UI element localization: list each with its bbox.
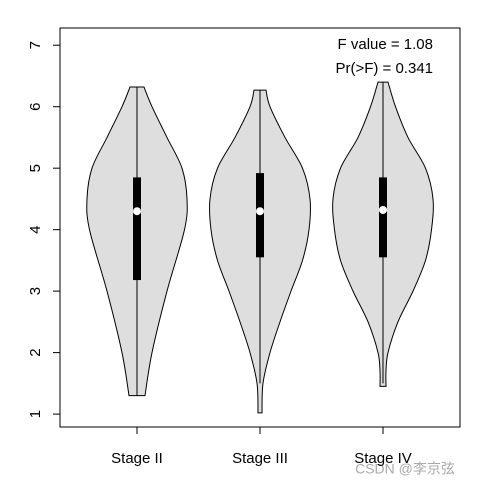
box [133, 177, 141, 281]
median [133, 207, 141, 216]
box [379, 177, 387, 258]
y-tick-label: 7 [27, 41, 44, 49]
x-tick-label: Stage IV [354, 450, 412, 467]
y-tick-label: 6 [27, 103, 44, 111]
median [256, 207, 264, 216]
annotation: Pr(>F) = 0.341 [335, 60, 433, 77]
watermark: CSDN @李京弦 [355, 461, 455, 477]
x-tick-label: Stage II [111, 450, 163, 467]
y-tick-label: 3 [27, 287, 44, 295]
annotation: F value = 1.08 [338, 36, 433, 53]
y-tick-label: 2 [27, 348, 44, 356]
median [379, 205, 387, 214]
x-tick-label: Stage III [232, 450, 288, 467]
y-tick-label: 4 [27, 225, 44, 233]
y-tick-label: 5 [27, 164, 44, 172]
y-tick-label: 1 [27, 410, 44, 418]
